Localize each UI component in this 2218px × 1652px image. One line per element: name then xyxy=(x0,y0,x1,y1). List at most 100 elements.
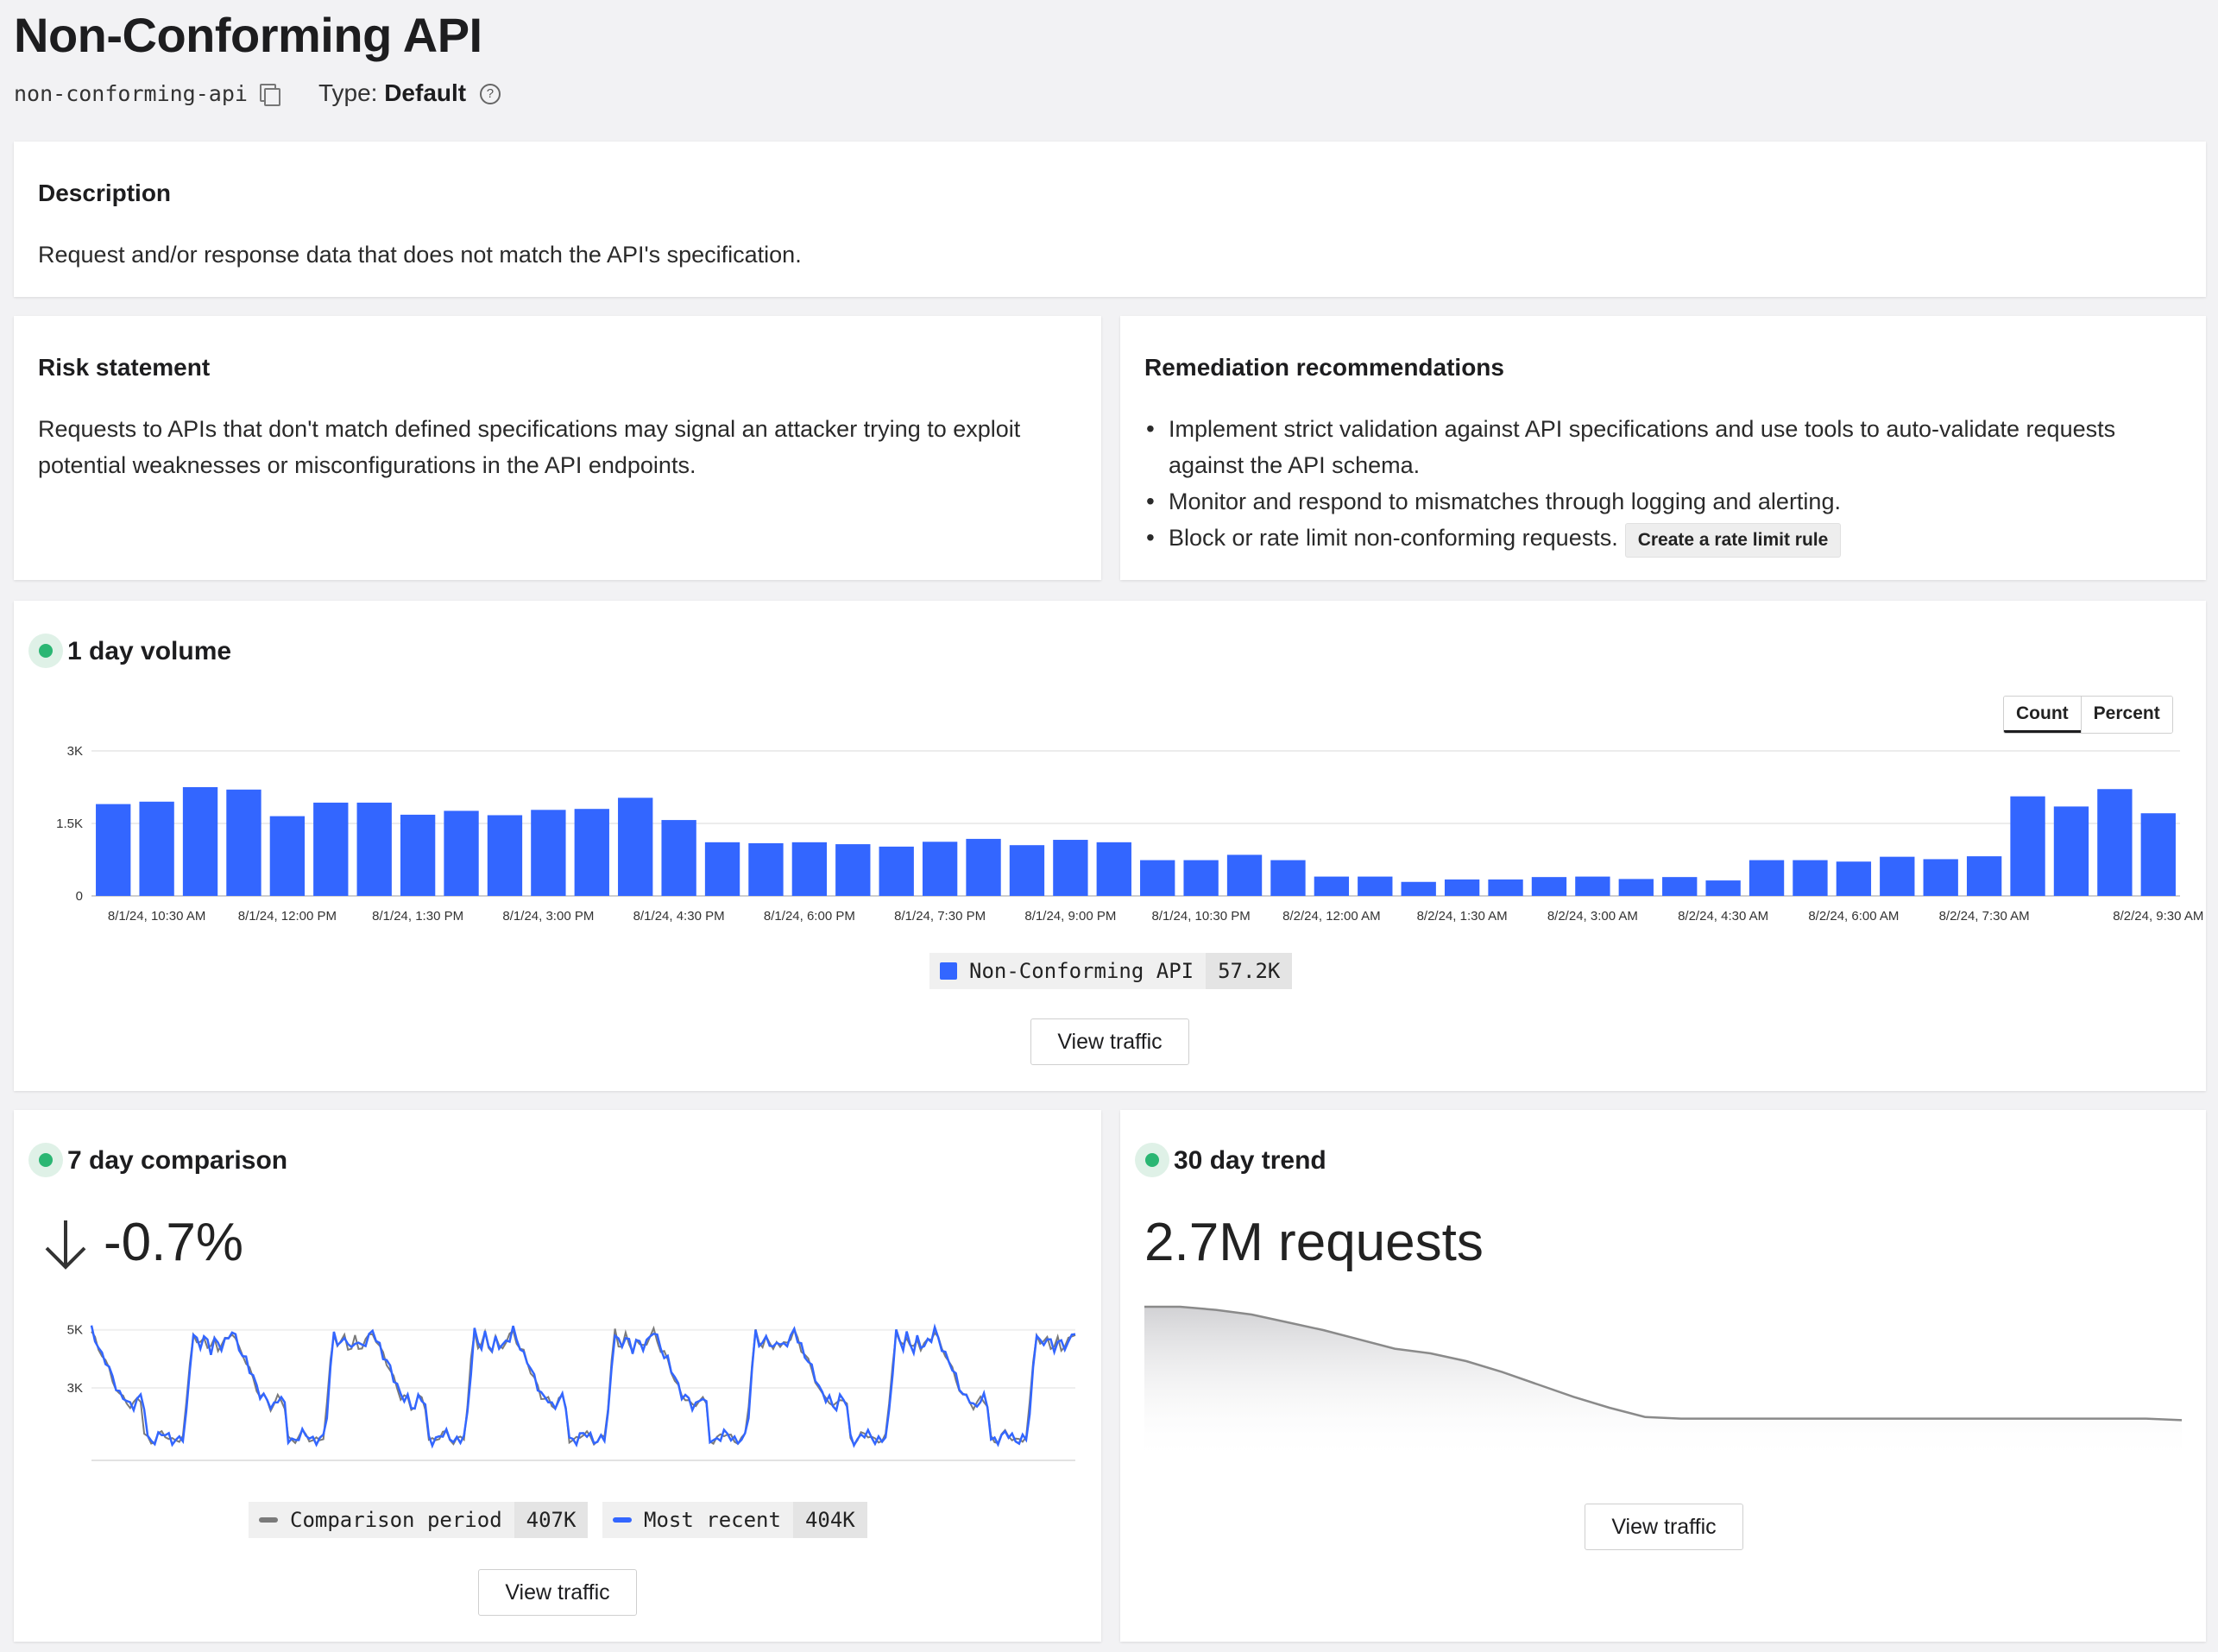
remediation-title: Remediation recommendations xyxy=(1144,354,1504,381)
volume-bar[interactable] xyxy=(2053,806,2089,896)
legend-series-total: 404K xyxy=(792,1502,867,1538)
volume-bar[interactable] xyxy=(748,842,784,896)
risk-title: Risk statement xyxy=(38,354,211,381)
api-slug: non-conforming-api xyxy=(14,80,248,106)
volume-bar[interactable] xyxy=(704,842,740,896)
x-tick-label: 8/1/24, 10:30 AM xyxy=(108,909,205,924)
toggle-count[interactable]: Count xyxy=(2004,697,2081,733)
x-tick-label: 8/1/24, 4:30 PM xyxy=(633,909,725,924)
remediation-item: Implement strict validation against API … xyxy=(1144,411,2180,483)
volume-bar[interactable] xyxy=(1096,842,1131,896)
y-tick-label: 1.5K xyxy=(56,817,83,831)
legend-swatch xyxy=(259,1517,278,1523)
volume-bar[interactable] xyxy=(1488,879,1523,896)
volume-bar[interactable] xyxy=(1923,859,1958,896)
volume-bar[interactable] xyxy=(1793,860,1828,896)
volume-bar[interactable] xyxy=(1053,840,1088,896)
volume-bar[interactable] xyxy=(1749,860,1785,896)
volume-bar[interactable] xyxy=(1183,860,1219,896)
y-tick-label: 3K xyxy=(67,1381,83,1396)
description-title: Description xyxy=(38,180,172,206)
volume-bar[interactable] xyxy=(1444,879,1480,896)
view-traffic-button[interactable]: View traffic xyxy=(478,1569,637,1616)
volume-bar[interactable] xyxy=(444,810,479,896)
comparison-card: 7 day comparison -0.7% 5K 3K Comparison p… xyxy=(14,1110,1101,1642)
count-percent-toggle: Count Percent xyxy=(2003,696,2173,734)
volume-bar[interactable] xyxy=(1226,854,1263,896)
volume-bar[interactable] xyxy=(966,838,1001,896)
trend-line xyxy=(1144,1305,2183,1422)
volume-title: 1 day volume xyxy=(67,637,232,665)
legend-series-total: 57.2K xyxy=(1206,953,1293,989)
volume-bar[interactable] xyxy=(1618,879,1654,896)
volume-bar[interactable] xyxy=(313,802,349,896)
x-tick-label: 8/1/24, 3:00 PM xyxy=(502,909,594,924)
volume-bar[interactable] xyxy=(1140,860,1175,896)
x-tick-label: 8/2/24, 6:00 AM xyxy=(1808,909,1899,924)
volume-bar[interactable] xyxy=(182,787,218,896)
volume-bar[interactable] xyxy=(487,815,523,896)
volume-bar[interactable] xyxy=(1880,856,1915,896)
volume-bar[interactable] xyxy=(1358,876,1393,896)
volume-bar[interactable] xyxy=(1270,860,1306,896)
volume-legend: Non-Conforming API 57.2K xyxy=(929,953,1293,989)
volume-bar[interactable] xyxy=(2010,796,2045,896)
create-rate-limit-button[interactable]: Create a rate limit rule xyxy=(1624,523,1842,558)
volume-bar[interactable] xyxy=(2097,789,2133,896)
x-tick-label: 8/2/24, 7:30 AM xyxy=(1939,909,2030,924)
remediation-card: Remediation recommendations Implement st… xyxy=(1120,316,2206,580)
status-ok-icon xyxy=(1135,1143,1169,1177)
volume-bar[interactable] xyxy=(574,809,609,896)
volume-bar[interactable] xyxy=(2140,813,2176,896)
volume-bar[interactable] xyxy=(1836,861,1872,896)
y-tick-label: 0 xyxy=(76,889,83,904)
volume-bar[interactable] xyxy=(879,846,914,896)
trend-card: 30 day trend 2.7M requests View traffic xyxy=(1120,1110,2206,1642)
legend-swatch xyxy=(940,962,957,980)
x-tick-label: 8/2/24, 4:30 AM xyxy=(1678,909,1768,924)
status-ok-icon xyxy=(28,1143,63,1177)
remediation-item: Block or rate limit non-conforming reque… xyxy=(1144,520,2180,558)
comparison-legend-prev: Comparison period 407K xyxy=(249,1502,589,1538)
type-info: Type: Default ? xyxy=(318,79,501,107)
comparison-legend-recent: Most recent 404K xyxy=(602,1502,867,1538)
arrow-down-icon xyxy=(45,1220,86,1270)
volume-bar[interactable] xyxy=(531,810,566,896)
volume-bar[interactable] xyxy=(1705,880,1741,896)
volume-bar[interactable] xyxy=(96,804,131,896)
volume-bar[interactable] xyxy=(835,844,871,896)
volume-bar[interactable] xyxy=(139,801,174,896)
volume-bar[interactable] xyxy=(1531,877,1567,896)
x-tick-label: 8/2/24, 9:30 AM xyxy=(2113,909,2203,924)
trend-area xyxy=(1144,1307,2182,1462)
volume-bar[interactable] xyxy=(1662,877,1698,896)
volume-bar[interactable] xyxy=(1575,876,1610,896)
volume-bar[interactable] xyxy=(400,814,436,896)
volume-bar-chart: 3K 1.5K 0 8/1/24, 10:30 AM 8/1/24, 12:00 PM 8… xyxy=(56,744,2203,924)
description-text: Request and/or response data that does n… xyxy=(38,242,802,268)
x-tick-label: 8/1/24, 6:00 PM xyxy=(764,909,855,924)
volume-bar[interactable] xyxy=(269,816,306,896)
x-tick-label: 8/1/24, 7:30 PM xyxy=(894,909,986,924)
volume-bar[interactable] xyxy=(922,842,958,896)
view-traffic-button[interactable]: View traffic xyxy=(1030,1018,1189,1065)
volume-bar[interactable] xyxy=(661,820,696,896)
page-title: Non-Conforming API xyxy=(14,8,482,62)
copy-icon[interactable] xyxy=(256,81,280,106)
volume-bar[interactable] xyxy=(226,789,261,896)
subheader: non-conforming-api Type: Default ? xyxy=(14,76,501,110)
volume-bar[interactable] xyxy=(1966,856,2002,896)
toggle-percent[interactable]: Percent xyxy=(2080,697,2172,733)
volume-bar[interactable] xyxy=(618,798,653,896)
x-tick-label: 8/1/24, 12:00 PM xyxy=(238,909,337,924)
help-icon[interactable]: ? xyxy=(479,83,501,104)
type-value: Default xyxy=(384,79,467,106)
x-tick-label: 8/1/24, 1:30 PM xyxy=(372,909,463,924)
volume-bar[interactable] xyxy=(1401,881,1436,896)
view-traffic-button[interactable]: View traffic xyxy=(1585,1504,1743,1550)
risk-card: Risk statement Requests to APIs that don… xyxy=(14,316,1101,580)
volume-bar[interactable] xyxy=(356,802,392,896)
volume-bar[interactable] xyxy=(1314,876,1350,896)
volume-bar[interactable] xyxy=(1009,845,1045,896)
volume-bar[interactable] xyxy=(791,842,828,896)
